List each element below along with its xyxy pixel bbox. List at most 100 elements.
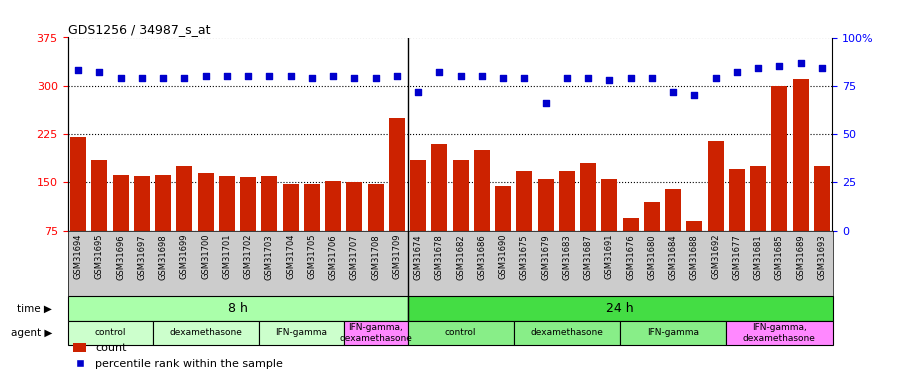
Text: control: control <box>94 328 126 338</box>
Bar <box>410 160 426 279</box>
Point <box>602 77 616 83</box>
Point <box>177 75 192 81</box>
Text: GSM31693: GSM31693 <box>817 234 826 279</box>
Bar <box>198 172 213 279</box>
Text: GSM31687: GSM31687 <box>583 234 592 280</box>
Text: IFN-gamma,
dexamethasone: IFN-gamma, dexamethasone <box>742 323 815 342</box>
Point <box>496 75 510 81</box>
Bar <box>304 184 320 279</box>
Point <box>198 73 212 79</box>
Text: time ▶: time ▶ <box>17 303 52 313</box>
Point <box>262 73 276 79</box>
Text: 8 h: 8 h <box>228 302 248 315</box>
Text: GSM31695: GSM31695 <box>94 234 104 279</box>
Bar <box>726 321 832 345</box>
Bar <box>112 175 129 279</box>
Text: GSM31688: GSM31688 <box>690 234 699 280</box>
Text: GSM31699: GSM31699 <box>180 234 189 279</box>
Point <box>730 69 744 75</box>
Point <box>411 88 426 94</box>
Bar <box>620 321 726 345</box>
Text: agent ▶: agent ▶ <box>11 328 52 338</box>
Text: GSM31702: GSM31702 <box>244 234 253 279</box>
Bar <box>623 218 639 279</box>
Bar <box>344 321 408 345</box>
Text: GSM31682: GSM31682 <box>456 234 465 279</box>
Text: GSM31697: GSM31697 <box>138 234 147 279</box>
Bar <box>751 166 766 279</box>
Point <box>241 73 256 79</box>
Bar <box>219 176 235 279</box>
Text: GSM31677: GSM31677 <box>733 234 742 280</box>
Point <box>220 73 234 79</box>
Bar <box>580 163 596 279</box>
Bar <box>431 144 447 279</box>
Bar <box>70 137 86 279</box>
Bar <box>729 170 745 279</box>
Text: GSM31684: GSM31684 <box>669 234 678 279</box>
Bar <box>514 321 620 345</box>
Text: GSM31705: GSM31705 <box>308 234 317 279</box>
Bar <box>408 321 514 345</box>
Bar <box>68 321 152 345</box>
Bar <box>537 179 554 279</box>
Point <box>71 68 86 74</box>
Point <box>284 73 298 79</box>
Point <box>666 88 680 94</box>
Text: GSM31707: GSM31707 <box>350 234 359 279</box>
Text: GSM31686: GSM31686 <box>477 234 486 280</box>
Point <box>794 60 808 66</box>
Bar <box>814 166 830 279</box>
Point <box>347 75 362 81</box>
Text: GSM31694: GSM31694 <box>74 234 83 279</box>
Text: GSM31690: GSM31690 <box>499 234 508 279</box>
Point <box>135 75 149 81</box>
Point <box>708 75 723 81</box>
Text: control: control <box>445 328 476 338</box>
Text: GSM31674: GSM31674 <box>414 234 423 279</box>
Point <box>560 75 574 81</box>
Point <box>368 75 382 81</box>
Point <box>624 75 638 81</box>
Bar <box>176 166 193 279</box>
Bar <box>261 176 277 279</box>
Point <box>474 73 489 79</box>
Point <box>688 93 702 99</box>
Text: IFN-gamma,
dexamethasone: IFN-gamma, dexamethasone <box>339 323 412 342</box>
Bar <box>389 118 405 279</box>
Bar <box>152 321 259 345</box>
Bar <box>559 171 575 279</box>
Bar <box>325 181 341 279</box>
Point <box>156 75 170 81</box>
Text: GSM31709: GSM31709 <box>392 234 401 279</box>
Bar <box>771 86 788 279</box>
Bar <box>134 176 149 279</box>
Point <box>113 75 128 81</box>
Bar <box>408 296 832 321</box>
Text: GSM31681: GSM31681 <box>753 234 762 279</box>
Text: GSM31679: GSM31679 <box>541 234 550 279</box>
Text: GSM31704: GSM31704 <box>286 234 295 279</box>
Bar <box>793 80 808 279</box>
Text: GDS1256 / 34987_s_at: GDS1256 / 34987_s_at <box>68 23 210 36</box>
Text: GSM31678: GSM31678 <box>435 234 444 280</box>
Bar <box>346 182 363 279</box>
Text: IFN-gamma: IFN-gamma <box>647 328 699 338</box>
Text: GSM31676: GSM31676 <box>626 234 635 280</box>
Text: GSM31703: GSM31703 <box>265 234 274 279</box>
Point <box>454 73 468 79</box>
Text: dexamethasone: dexamethasone <box>530 328 603 338</box>
Point <box>305 75 320 81</box>
Bar <box>259 321 344 345</box>
Point <box>326 73 340 79</box>
Bar <box>601 179 617 279</box>
Bar <box>687 221 702 279</box>
Bar <box>707 141 724 279</box>
Point <box>580 75 595 81</box>
Point <box>518 75 532 81</box>
Point <box>92 69 106 75</box>
Bar <box>644 202 660 279</box>
Text: GSM31692: GSM31692 <box>711 234 720 279</box>
Bar <box>665 189 681 279</box>
Bar <box>68 296 408 321</box>
